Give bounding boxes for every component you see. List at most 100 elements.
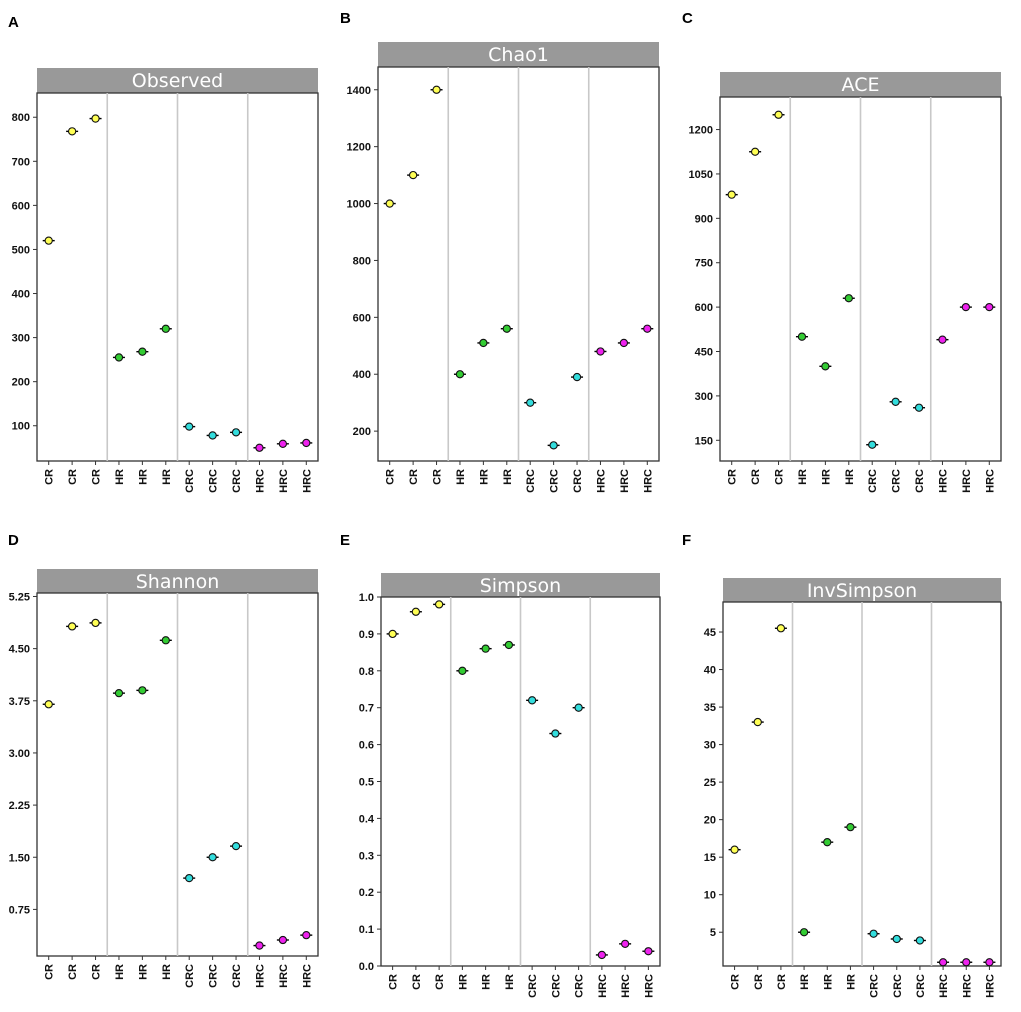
panel-f-xtick-label: CRC bbox=[915, 974, 927, 998]
panel-a-xtick-label: CRC bbox=[231, 469, 243, 493]
panel-d-strip bbox=[37, 569, 318, 593]
panel-d: D Shannon 0.75 1.50 2.25 3.00 3.75 4.50 5.25 CR… bbox=[8, 532, 319, 988]
panel-d-ytick-label: 1.50 bbox=[9, 852, 30, 864]
panel-d-xtick-label: CRC bbox=[231, 964, 243, 988]
panel-a-point-cr bbox=[67, 127, 77, 136]
panel-a-ytick-label: 700 bbox=[12, 156, 30, 168]
panel-b-ytick-label: 200 bbox=[353, 426, 371, 438]
panel-c-ytick-label: 450 bbox=[695, 347, 713, 359]
panel-c-ytick-label: 600 bbox=[695, 302, 713, 314]
panel-f-ytick-label: 25 bbox=[704, 777, 716, 789]
panel-f-xtick-label: HR bbox=[845, 974, 857, 990]
panel-c-point-hrc bbox=[961, 302, 971, 312]
panel-b-title: Chao1 bbox=[488, 44, 549, 66]
panel-c-point-hr bbox=[821, 362, 830, 371]
panel-b-ytick-label: 1400 bbox=[347, 85, 371, 97]
panel-a-xtick-label: HRC bbox=[278, 469, 290, 493]
panel-f-point-hr bbox=[846, 823, 855, 832]
panel-b-point-hrc bbox=[596, 347, 605, 356]
panel-d-xtick-label: HRC bbox=[301, 964, 313, 988]
panel-e-point-hrc bbox=[620, 939, 630, 949]
panel-a-point-hr bbox=[138, 347, 147, 356]
panel-f-xtick-label: CR bbox=[730, 974, 742, 990]
panel-d-title: Shannon bbox=[136, 571, 220, 593]
panel-f-xtick-label: HR bbox=[822, 974, 834, 990]
panel-b-point-hrc bbox=[619, 338, 629, 348]
panel-e-point-cr bbox=[388, 629, 397, 639]
panel-f-point-crc bbox=[892, 934, 901, 944]
panel-b-xtick-label: HRC bbox=[619, 469, 631, 493]
panel-e-point-cr bbox=[434, 600, 444, 609]
panel-e-point-hr bbox=[481, 644, 490, 653]
panel-d-xtick-label: CRC bbox=[184, 964, 196, 988]
panel-d-point-crc bbox=[185, 873, 194, 883]
panel-f-xtick-label: HRC bbox=[938, 974, 950, 998]
panel-f-xtick-label: HRC bbox=[961, 974, 973, 998]
panel-e-point-cr bbox=[411, 607, 421, 616]
panel-a-plot: 100 200 300 400 500 600 700 800 CR CR CR HR HR HR CRC C… bbox=[12, 92, 319, 493]
panel-e-ytick-label: 0.1 bbox=[359, 924, 374, 936]
panel-d-ytick-label: 4.50 bbox=[9, 644, 30, 656]
panel-e-xtick-label: CR bbox=[434, 974, 446, 990]
panel-a-xtick-label: HRC bbox=[301, 469, 313, 493]
panel-a-ytick-label: 800 bbox=[12, 112, 30, 124]
panel-b-point-cr bbox=[432, 85, 441, 94]
panel-c-xtick-label: CRC bbox=[891, 469, 903, 493]
panel-f-xtick-label: HR bbox=[799, 974, 811, 990]
panel-f-xtick-label: HRC bbox=[984, 974, 996, 998]
panel-e-point-crc bbox=[527, 696, 537, 705]
panel-d-point-hr bbox=[114, 688, 124, 698]
panel-b-xtick-label: HR bbox=[502, 469, 514, 485]
panel-e-xtick-label: CR bbox=[411, 974, 423, 990]
panel-c-xtick-label: CR bbox=[727, 469, 739, 485]
panel-d-ytick-label: 5.25 bbox=[9, 591, 30, 603]
panel-c-xtick-label: HRC bbox=[984, 469, 996, 493]
panel-c-ytick-label: 1050 bbox=[689, 169, 713, 181]
panel-e-point-crc bbox=[551, 729, 560, 738]
panel-f-ytick-label: 35 bbox=[704, 702, 716, 714]
panel-f-point-hrc bbox=[938, 958, 948, 967]
panel-b-xtick-label: HRC bbox=[595, 469, 607, 493]
panel-c-point-hr bbox=[797, 332, 807, 341]
panel-c-point-hr bbox=[844, 294, 853, 303]
panel-b-point-hr bbox=[479, 338, 488, 348]
panel-d-point-hr bbox=[138, 686, 147, 695]
panel-f-point-hrc bbox=[985, 958, 994, 967]
panel-d-point-hrc bbox=[278, 935, 288, 945]
panel-c-xtick-label: HR bbox=[820, 469, 832, 485]
panel-d-xtick-label: CRC bbox=[208, 964, 220, 988]
panel-b-xtick-label: CRC bbox=[549, 469, 561, 493]
panel-f-point-crc bbox=[915, 936, 925, 945]
panel-b-letter: B bbox=[340, 10, 351, 27]
panel-e-xtick-label: HR bbox=[481, 974, 493, 990]
panel-c-xtick-label: CRC bbox=[867, 469, 879, 493]
panel-f-title: InvSimpson bbox=[807, 580, 917, 602]
panel-a-point-cr bbox=[91, 114, 100, 123]
panel-e-ytick-label: 0.8 bbox=[359, 666, 374, 678]
panel-e-xtick-label: HR bbox=[504, 974, 516, 990]
panel-e-xtick-label: HRC bbox=[620, 974, 632, 998]
panel-f-ytick-label: 5 bbox=[710, 927, 716, 939]
panel-a-ytick-label: 400 bbox=[12, 289, 30, 301]
panel-c: C ACE 150 300 450 600 750 900 1050 1200 CR CR CR HR… bbox=[682, 10, 1002, 493]
panel-e-xtick-label: CRC bbox=[574, 974, 586, 998]
panel-e-ytick-label: 0.9 bbox=[359, 629, 374, 641]
panel-f-ytick-label: 30 bbox=[704, 740, 716, 752]
panel-e-point-hrc bbox=[644, 947, 653, 956]
panel-d-point-crc bbox=[208, 853, 217, 862]
panel-b-xtick-label: CRC bbox=[525, 469, 537, 493]
panel-c-point-hrc bbox=[938, 335, 947, 344]
panel-e-point-hr bbox=[504, 640, 514, 650]
panel-a-point-cr bbox=[44, 236, 53, 245]
panel-b-ytick-label: 800 bbox=[353, 255, 371, 267]
panel-a-xtick-label: HR bbox=[137, 469, 149, 485]
panel-b-ytick-label: 1200 bbox=[347, 142, 371, 154]
panel-c-point-cr bbox=[727, 190, 736, 199]
panel-b-xtick-label: CR bbox=[385, 469, 397, 485]
panel-c-point-cr bbox=[750, 147, 760, 156]
panel-b: B Chao1 200 400 600 800 1000 1200 1400 CR CR CR HR… bbox=[340, 10, 660, 493]
panel-f-letter: F bbox=[682, 532, 691, 549]
panel-c-ytick-label: 150 bbox=[695, 435, 713, 447]
panel-f-ytick-label: 45 bbox=[704, 627, 716, 639]
panel-a-xtick-label: CR bbox=[91, 469, 103, 485]
